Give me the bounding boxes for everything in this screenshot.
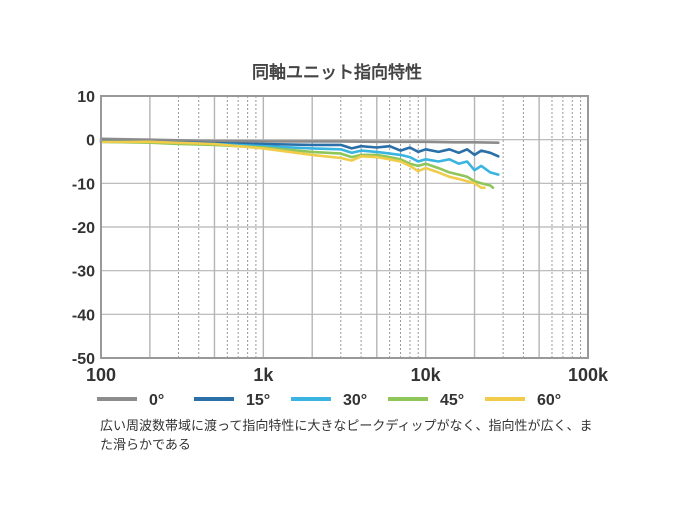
legend-label-4: 60° <box>537 392 561 409</box>
y-tick-label: -50 <box>72 351 95 368</box>
legend-label-2: 30° <box>343 392 367 409</box>
legend-label-1: 15° <box>246 392 270 409</box>
y-tick-label: 0 <box>86 133 95 150</box>
y-tick-label: -20 <box>72 220 95 237</box>
series-line-1 <box>99 139 500 158</box>
plot-frame <box>100 95 589 359</box>
grid <box>101 96 588 358</box>
x-tick-label: 100 <box>86 365 116 385</box>
series-line-2 <box>99 140 500 176</box>
series-line-0 <box>99 137 500 144</box>
x-tick-labels: 100 1k 10k 100k <box>86 365 609 385</box>
legend: 0° 15° 30° 45° 60° <box>97 392 561 409</box>
series-line-4 <box>99 140 486 189</box>
chart-title: 同軸ユニット指向特性 <box>252 63 422 83</box>
x-tick-label: 1k <box>253 365 274 385</box>
series-lines <box>99 137 500 189</box>
legend-label-0: 0° <box>149 392 164 409</box>
x-tick-label: 100k <box>568 365 609 385</box>
y-tick-label: -40 <box>72 307 95 324</box>
legend-label-3: 45° <box>440 392 464 409</box>
y-tick-label: -10 <box>72 176 95 193</box>
x-tick-label: 10k <box>411 365 442 385</box>
y-tick-label: -30 <box>72 264 95 281</box>
chart-caption: 広い周波数帯域に渡って指向特性に大きなピークディップがなく、指向性が広く、また滑… <box>100 419 593 453</box>
y-tick-label: 10 <box>77 89 95 106</box>
y-tick-labels: 10 0 -10 -20 -30 -40 -50 <box>72 89 95 368</box>
